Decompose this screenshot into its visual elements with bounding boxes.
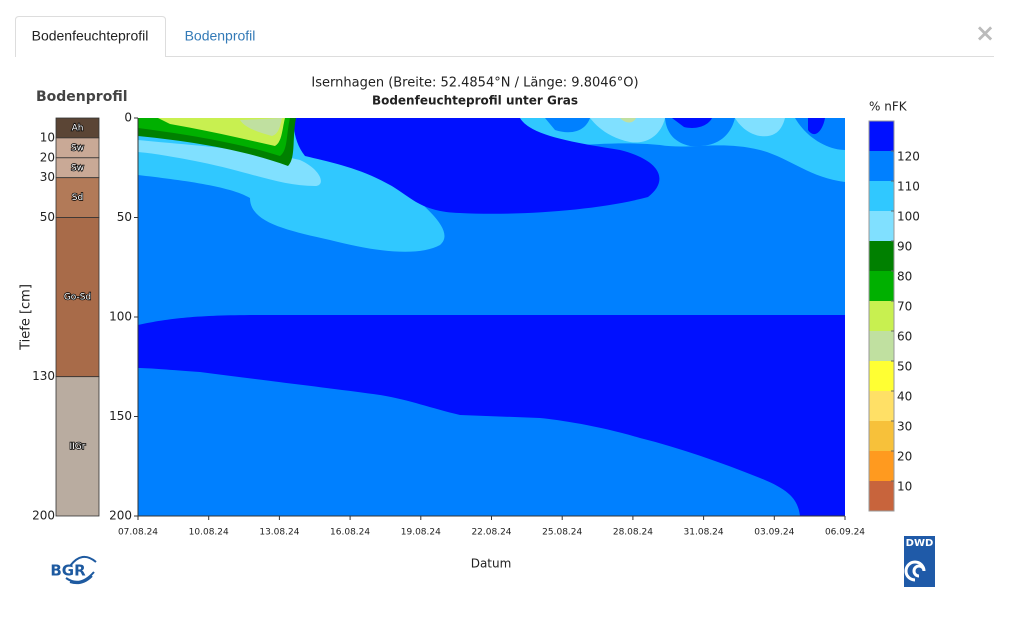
y-tick-label: 100 (109, 310, 132, 324)
colorbar-bin (869, 391, 894, 421)
soil-title: Bodenprofil (36, 89, 128, 105)
active-tab[interactable] (15, 16, 166, 58)
colorbar-bin (869, 271, 894, 301)
x-tick-label: 19.08.24 (401, 528, 441, 538)
x-tick-label: 07.08.24 (118, 528, 158, 538)
soil-layer (55, 177, 100, 218)
colorbar-tick-label: 60 (897, 330, 912, 344)
logo-dwd: DWD (906, 538, 934, 549)
colorbar-bin (869, 211, 894, 241)
contour-region (294, 118, 660, 214)
y-tick-label: 0 (124, 111, 132, 125)
x-tick-label: 10.08.24 (189, 528, 229, 538)
colorbar-tick-label: 20 (897, 450, 912, 464)
y-tick-label: 200 (109, 509, 132, 523)
x-tick-label: 03.09.24 (754, 528, 794, 538)
contour-field (138, 118, 845, 516)
soil-layer (55, 376, 100, 517)
x-tick-label: 06.09.24 (825, 528, 865, 538)
colorbar-tick-label: 50 (897, 360, 912, 374)
soil-depth-label: 20 (40, 150, 55, 164)
colorbar-bin (869, 181, 894, 211)
chart-title: Isernhagen (Breite: 52.4854°N / Länge: 9… (311, 76, 638, 91)
colorbar-bin (869, 331, 894, 361)
colorbar-tick-label: 90 (897, 240, 912, 254)
colorbar-bin (869, 301, 894, 331)
soil-depth-label: 130 (32, 369, 55, 383)
colorbar-bin (869, 361, 894, 391)
colorbar-tick-label: 70 (897, 300, 912, 314)
tab[interactable]: Bodenprofil (185, 28, 256, 44)
contour-region (672, 118, 825, 135)
x-tick-label: 22.08.24 (471, 528, 511, 538)
soil-depth-label: 10 (40, 130, 55, 144)
soil-layer-label: IIGr (70, 442, 86, 452)
contour-region (545, 118, 845, 150)
colorbar-bin (869, 421, 894, 451)
contour-region (240, 118, 636, 136)
colorbar-frame (868, 120, 895, 512)
colorbar-bin (869, 481, 894, 511)
y-tick-label: 150 (109, 409, 132, 423)
x-tick-label: 16.08.24 (330, 528, 370, 538)
logo-dwd-mark (904, 560, 926, 582)
x-tick-label: 28.08.24 (613, 528, 653, 538)
soil-depth-label: 200 (32, 509, 55, 523)
colorbar-tick-label: 110 (897, 180, 920, 194)
contour-region (590, 118, 785, 143)
logo-bgr: BGR (50, 562, 86, 580)
soil-depth-label: 50 (40, 210, 55, 224)
colorbar-tick-label: 100 (897, 210, 920, 224)
x-tick-label: 13.08.24 (259, 528, 299, 538)
soil-layer-label: Sw (71, 163, 84, 173)
x-tick-label: 25.08.24 (542, 528, 582, 538)
x-axis-label: Datum (471, 557, 512, 571)
colorbar-bin (869, 121, 894, 151)
contour-region (138, 140, 321, 186)
close-button[interactable]: × (975, 19, 995, 47)
colorbar-label: % nFK (869, 100, 908, 114)
logo-bgr-mark (65, 555, 97, 585)
colorbar-bin (869, 451, 894, 481)
colorbar-tick-label: 10 (897, 480, 912, 494)
x-tick-label: 31.08.24 (684, 528, 724, 538)
y-axis-label: Tiefe [cm] (19, 284, 34, 351)
colorbar-bin (869, 241, 894, 271)
soil-layer-label: Ah (72, 123, 84, 133)
colorbar-tick-label: 40 (897, 390, 912, 404)
colorbar-tick-label: 30 (897, 420, 912, 434)
colorbar-tick-label: 120 (897, 150, 920, 164)
colorbar-bin (869, 151, 894, 181)
colorbar-tick-label: 80 (897, 270, 912, 284)
soil-layer-label: Sd (72, 193, 83, 203)
soil-layer-label: Go-Sd (64, 293, 91, 303)
soil-layer (55, 217, 100, 378)
tab[interactable]: Bodenfeuchteprofil (32, 28, 149, 44)
soil-depth-label: 30 (40, 170, 55, 184)
y-tick-label: 50 (117, 210, 132, 224)
chart-subtitle: Bodenfeuchteprofil unter Gras (372, 94, 578, 108)
contour-region (138, 315, 845, 516)
soil-layer-label: Sw (71, 143, 84, 153)
